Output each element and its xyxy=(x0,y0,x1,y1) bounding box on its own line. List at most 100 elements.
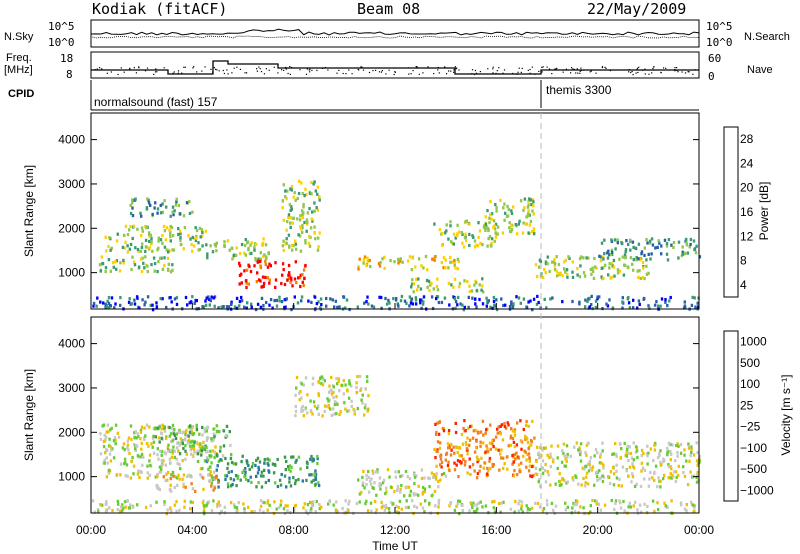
range-gate-cell xyxy=(148,231,151,235)
nave-point xyxy=(181,72,183,74)
range-gate-cell xyxy=(450,448,453,452)
velocity-panel-bg xyxy=(91,317,699,513)
range-gate-cell xyxy=(598,469,601,473)
nave-point xyxy=(573,68,575,70)
range-gate-cell xyxy=(476,507,479,511)
range-gate-cell xyxy=(288,480,291,484)
range-gate-cell xyxy=(452,285,455,289)
range-gate-cell xyxy=(420,476,424,481)
range-gate-cell xyxy=(638,258,642,262)
range-gate-cell xyxy=(517,509,520,513)
range-gate-cell xyxy=(240,242,244,247)
range-gate-cell xyxy=(500,448,503,452)
range-gate-cell xyxy=(148,239,151,244)
range-gate-cell xyxy=(435,297,438,301)
range-gate-cell xyxy=(304,187,307,191)
range-gate-cell xyxy=(544,462,547,467)
range-gate-cell xyxy=(196,449,199,453)
range-gate-cell xyxy=(167,470,170,475)
nave-point xyxy=(577,72,579,74)
range-gate-cell xyxy=(523,206,526,210)
range-gate-cell xyxy=(347,409,351,413)
range-gate-cell xyxy=(141,256,144,260)
range-gate-cell xyxy=(206,449,209,454)
range-gate-cell xyxy=(698,454,701,459)
range-gate-cell xyxy=(452,232,456,236)
range-gate-cell xyxy=(643,296,646,301)
range-gate-cell xyxy=(290,205,293,209)
range-gate-cell xyxy=(384,504,388,508)
range-gate-cell xyxy=(200,475,203,479)
nave-point xyxy=(223,72,225,75)
range-gate-cell xyxy=(456,303,459,307)
range-gate-cell xyxy=(244,470,247,474)
range-gate-cell xyxy=(495,209,498,213)
range-gate-cell xyxy=(298,398,301,402)
range-gate-cell xyxy=(504,426,508,430)
range-gate-cell xyxy=(206,252,209,256)
range-gate-cell xyxy=(627,458,630,462)
range-gate-cell xyxy=(136,432,139,436)
range-gate-cell xyxy=(489,199,492,204)
range-gate-cell xyxy=(631,262,634,266)
range-gate-cell xyxy=(371,469,374,473)
range-gate-cell xyxy=(154,201,157,205)
range-gate-cell xyxy=(187,234,190,238)
range-gate-cell xyxy=(451,241,454,245)
range-gate-cell xyxy=(537,480,540,484)
range-gate-cell xyxy=(202,305,206,309)
range-gate-cell xyxy=(203,430,207,434)
range-gate-cell xyxy=(414,298,418,302)
range-gate-cell xyxy=(508,226,511,230)
range-gate-cell xyxy=(155,500,158,504)
range-gate-cell xyxy=(511,437,515,441)
range-gate-cell xyxy=(167,443,170,447)
range-gate-cell xyxy=(189,424,192,428)
range-gate-cell xyxy=(614,501,617,505)
range-gate-cell xyxy=(259,257,262,261)
range-gate-cell xyxy=(159,238,163,242)
range-gate-cell xyxy=(674,479,678,484)
range-gate-cell xyxy=(601,441,604,445)
nave-point xyxy=(416,66,418,68)
range-gate-cell xyxy=(468,232,471,236)
range-gate-cell xyxy=(171,205,175,209)
range-gate-cell xyxy=(126,474,129,478)
range-gate-cell xyxy=(317,245,320,249)
nave-point xyxy=(260,71,263,73)
range-gate-cell xyxy=(312,182,315,186)
range-gate-cell xyxy=(442,471,446,476)
range-gate-cell xyxy=(169,296,172,300)
range-gate-cell xyxy=(314,509,317,514)
range-gate-cell xyxy=(330,375,333,379)
range-gate-cell xyxy=(492,225,495,229)
range-gate-cell xyxy=(235,484,238,488)
range-gate-cell xyxy=(383,266,386,270)
range-gate-cell xyxy=(291,248,294,252)
range-gate-cell xyxy=(635,256,638,260)
range-gate-cell xyxy=(463,279,466,283)
range-gate-cell xyxy=(209,299,212,303)
range-gate-cell xyxy=(110,448,113,452)
nave-point xyxy=(133,67,135,69)
range-gate-cell xyxy=(292,244,295,248)
range-gate-cell xyxy=(210,484,213,488)
range-gate-cell xyxy=(335,500,338,504)
range-gate-cell xyxy=(390,501,393,505)
range-gate-cell xyxy=(253,248,256,252)
range-gate-cell xyxy=(309,399,312,403)
range-gate-cell xyxy=(552,460,555,464)
range-gate-cell xyxy=(236,476,239,481)
range-gate-cell xyxy=(131,255,134,259)
range-gate-cell xyxy=(294,198,297,202)
nsky-tick-high: 10^5 xyxy=(48,20,75,33)
range-gate-cell xyxy=(491,442,494,446)
range-gate-cell xyxy=(157,236,160,240)
range-gate-cell xyxy=(533,436,536,440)
range-gate-cell xyxy=(609,276,612,280)
range-gate-cell xyxy=(261,275,265,279)
range-gate-cell xyxy=(688,245,691,249)
range-gate-cell xyxy=(102,445,106,449)
nave-point xyxy=(644,68,646,70)
range-gate-cell xyxy=(312,400,316,404)
